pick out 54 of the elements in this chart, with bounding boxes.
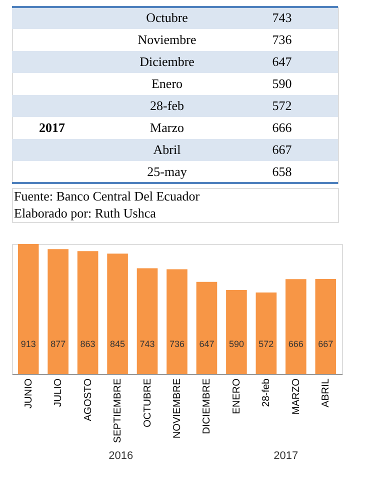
text: 2017 xyxy=(274,450,298,462)
data-label: 743 xyxy=(140,339,155,349)
text: Elaborado por: Ruth Ushca xyxy=(14,206,156,220)
bar xyxy=(107,254,128,374)
category-label: Abril xyxy=(153,142,182,157)
text: 2017 xyxy=(39,120,65,135)
data-label: 666 xyxy=(272,120,292,135)
x-tick-label: DICIEMBRE xyxy=(202,378,213,434)
x-tick-label: SEPTIEMBRE xyxy=(112,378,124,443)
bar xyxy=(48,249,68,374)
data-label: 743 xyxy=(272,10,292,25)
bar xyxy=(256,292,277,374)
x-tick-label: MARZO xyxy=(290,378,302,415)
bar xyxy=(196,282,218,374)
data-label: 590 xyxy=(228,339,244,349)
category-label: 28-feb xyxy=(150,98,184,113)
data-label: 863 xyxy=(80,339,96,349)
category-label: 25-may xyxy=(147,164,188,179)
x-tick-label: ABRIL xyxy=(320,378,332,408)
data-label: 913 xyxy=(20,339,36,349)
x-tick-label: JUNIO xyxy=(23,378,34,408)
x-tick-label: AGOSTO xyxy=(82,378,94,422)
data-label: 572 xyxy=(258,339,274,349)
bar xyxy=(77,251,98,374)
bar xyxy=(226,290,247,374)
data-label: 658 xyxy=(272,164,292,179)
data-label: 647 xyxy=(199,339,214,349)
x-tick-label: ENERO xyxy=(231,378,242,414)
x-tick-label: OCTUBRE xyxy=(142,378,154,428)
data-label: 647 xyxy=(272,54,292,69)
data-label: 736 xyxy=(272,32,292,47)
x-tick-label: 28-feb xyxy=(261,378,272,407)
category-label: Octubre xyxy=(146,10,188,25)
category-label: Noviembre xyxy=(138,32,196,47)
category-label: Marzo xyxy=(150,120,184,135)
bar xyxy=(286,279,306,374)
data-label: 845 xyxy=(110,339,126,349)
data-label: 736 xyxy=(169,339,185,349)
data-label: 667 xyxy=(318,339,334,349)
text: 2016 xyxy=(108,450,134,462)
bar xyxy=(136,268,158,374)
bar xyxy=(166,269,188,374)
data-label: 667 xyxy=(272,142,292,157)
category-label: Diciembre xyxy=(140,54,195,69)
x-tick-label: NOVIEMBRE xyxy=(172,378,183,439)
category-label: Enero xyxy=(151,76,183,91)
bar xyxy=(18,244,39,374)
bar xyxy=(315,279,336,374)
x-tick-label: JULIO xyxy=(53,378,64,407)
data-label: 572 xyxy=(272,98,292,113)
data-label: 666 xyxy=(288,339,304,349)
data-label: 877 xyxy=(50,339,66,349)
source-note: Fuente: Banco Central Del Ecuador xyxy=(14,188,200,204)
data-label: 590 xyxy=(272,76,292,91)
